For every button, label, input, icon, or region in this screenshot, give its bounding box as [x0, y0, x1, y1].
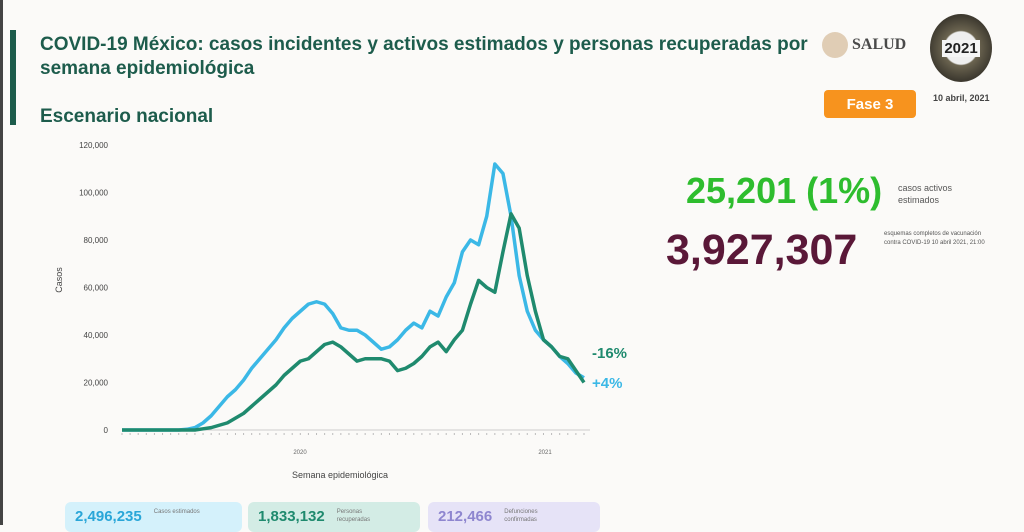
y-tick-label: 100,000 — [79, 189, 108, 198]
change-annotation: -16% — [592, 345, 627, 362]
y-tick-label: 0 — [104, 426, 109, 435]
stat-box-label: Personas recuperadas — [336, 509, 371, 523]
x-axis-label: Semana epidemiológica — [292, 470, 388, 480]
page-subtitle: Escenario nacional — [40, 106, 214, 127]
accent-bar — [10, 30, 16, 125]
y-axis-label: Casos — [54, 267, 64, 293]
stat-box-label: Defunciones confirmadas — [504, 509, 538, 523]
year-label: 2021 — [538, 450, 552, 456]
active-cases-value: 25,201 (1%) — [686, 170, 883, 211]
seal-icon — [822, 32, 848, 58]
y-tick-label: 40,000 — [84, 331, 109, 340]
phase-badge: Fase 3 — [824, 90, 916, 118]
stat-box-cases: 2,496,235 Casos estimados — [65, 502, 242, 532]
logo-2021: 2021 — [930, 14, 992, 82]
series-line-2 — [122, 212, 586, 432]
active-cases-label: casos activos estimados — [898, 183, 953, 205]
salud-logo: SALUD — [822, 32, 906, 58]
year-label: 2020 — [293, 450, 307, 456]
stat-box-recovered: 1,833,132 Personas recuperadas — [248, 502, 420, 532]
left-edge — [0, 0, 3, 525]
stat-box-value: 2,496,235 — [75, 508, 142, 525]
stat-box-label: Casos estimados — [153, 509, 200, 515]
date-label: 10 abril, 2021 — [933, 93, 990, 103]
y-tick-label: 60,000 — [84, 284, 109, 293]
page-title: COVID-19 México: casos incidentes y acti… — [40, 34, 808, 79]
stat-box-value: 1,833,132 — [258, 508, 325, 525]
salud-logo-text: SALUD — [852, 36, 907, 53]
series-line-1 — [122, 162, 585, 432]
y-tick-label: 20,000 — [84, 379, 109, 388]
y-tick-label: 120,000 — [79, 141, 108, 150]
vaccination-label: esquemas completos de vacunación contra … — [884, 231, 985, 246]
stat-box-value: 212,466 — [438, 508, 493, 525]
logo-2021-text: 2021 — [942, 39, 980, 57]
stat-box-deaths: 212,466 Defunciones confirmadas — [428, 502, 600, 532]
y-tick-label: 80,000 — [84, 236, 109, 245]
vaccination-value: 3,927,307 — [666, 226, 858, 274]
change-annotation: +4% — [592, 375, 622, 392]
